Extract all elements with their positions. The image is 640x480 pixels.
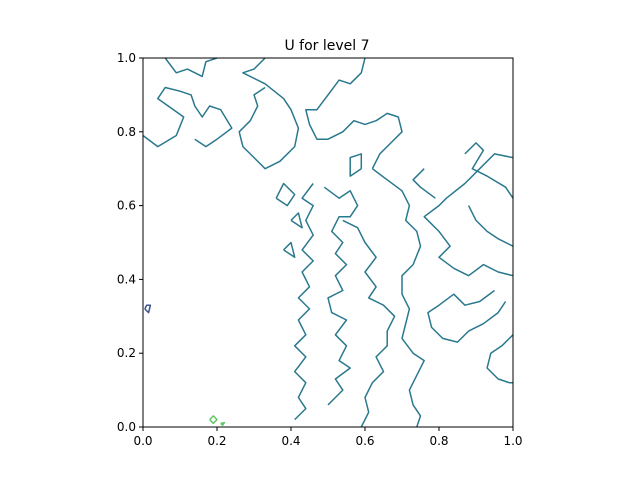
- contour-line-main-1: [143, 86, 233, 148]
- contour-line-main-13: [486, 334, 513, 384]
- contour-line-main-2: [238, 58, 300, 170]
- contour-line-main-7: [293, 183, 314, 421]
- x-tick-label: 0.2: [207, 434, 226, 448]
- x-tick-label: 0.0: [133, 434, 152, 448]
- y-tick-label: 0.4: [117, 272, 136, 286]
- contour-line-main-15: [275, 182, 296, 207]
- contour-line-main-14: [349, 153, 363, 177]
- y-axis: 0.0 0.2 0.4 0.6 0.8 1.0: [117, 51, 143, 434]
- contour-line-low-0: [144, 304, 152, 314]
- y-tick-label: 0.2: [117, 346, 136, 360]
- contour-line-main-12: [427, 289, 507, 343]
- x-tick-label: 0.4: [281, 434, 300, 448]
- contour-line-main-17: [290, 212, 303, 229]
- x-tick-label: 0.6: [355, 434, 374, 448]
- contour-line-main-0: [164, 58, 218, 78]
- axes-frame: [142, 57, 514, 428]
- contour-line-main-16: [283, 241, 296, 259]
- x-tick-label: 0.8: [429, 434, 448, 448]
- contour-line-main-6: [323, 186, 359, 406]
- contour-line-main-4: [371, 168, 425, 427]
- contour-line-main-11: [467, 205, 513, 247]
- contour-line-main-3: [305, 58, 403, 170]
- y-tick-label: 1.0: [117, 51, 136, 65]
- y-tick-label: 0.6: [117, 199, 136, 213]
- contour-line-high-0: [209, 415, 218, 425]
- y-tick-label: 0.8: [117, 125, 136, 139]
- x-axis: 0.0 0.2 0.4 0.6 0.8 1.0: [133, 427, 523, 448]
- contour-line-main-5: [342, 219, 396, 427]
- y-tick-label: 0.0: [117, 420, 136, 434]
- contour-line-main-10: [412, 168, 436, 199]
- contour-line-main-9: [464, 142, 513, 199]
- x-tick-label: 1.0: [503, 434, 522, 448]
- plot-area: [143, 58, 513, 427]
- contour-line-main-8: [423, 153, 513, 277]
- contour-line-high-1: [220, 421, 226, 426]
- chart-title: U for level 7: [284, 38, 369, 54]
